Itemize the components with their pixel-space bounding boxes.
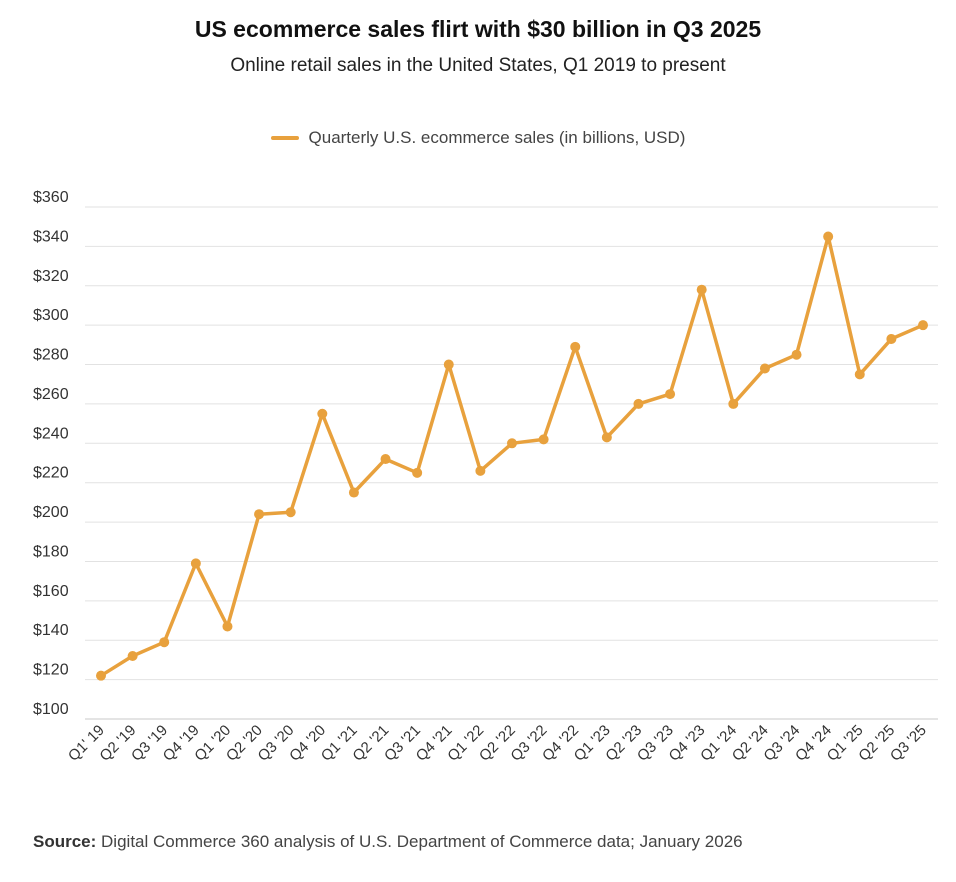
data-point [570, 341, 581, 352]
data-point [823, 231, 834, 242]
data-point [886, 333, 897, 344]
data-point [317, 408, 328, 419]
source-note: Source: Digital Commerce 360 analysis of… [33, 832, 743, 852]
data-point [254, 509, 265, 520]
y-tick-label: $340 [33, 228, 69, 245]
data-point [412, 467, 423, 478]
data-point [665, 389, 676, 400]
data-point [380, 454, 391, 465]
data-point [538, 434, 549, 445]
data-point [507, 438, 517, 449]
data-point [190, 558, 201, 569]
data-point [696, 284, 707, 295]
y-tick-label: $360 [33, 189, 69, 206]
y-tick-label: $240 [33, 425, 69, 442]
data-point [791, 349, 802, 360]
data-point [159, 637, 170, 648]
y-tick-label: $200 [33, 504, 69, 521]
y-tick-label: $160 [33, 583, 69, 600]
y-tick-label: $280 [33, 347, 69, 364]
data-point [285, 507, 296, 518]
source-text: Digital Commerce 360 analysis of U.S. De… [101, 832, 743, 851]
data-point [443, 359, 454, 370]
data-point [475, 465, 486, 476]
y-tick-label: $180 [33, 543, 69, 560]
series-line [99, 234, 925, 678]
legend-label: Quarterly U.S. ecommerce sales (in billi… [308, 128, 686, 147]
data-point [728, 398, 739, 409]
y-tick-label: $320 [33, 268, 69, 285]
chart-subtitle: Online retail sales in the United States… [230, 55, 726, 76]
y-tick-label: $260 [33, 386, 69, 403]
y-tick-label: $220 [33, 465, 69, 482]
line-chart: $100 $120 $140 $160 $180 $200 $220 $240 $260 $280… [33, 189, 938, 765]
legend: Quarterly U.S. ecommerce sales (in billi… [0, 128, 956, 148]
data-point [222, 621, 233, 632]
data-point [633, 398, 644, 409]
legend-swatch [270, 136, 299, 140]
y-tick-label: $100 [33, 701, 69, 718]
data-point [601, 432, 612, 443]
data-point [96, 670, 106, 681]
data-point [348, 487, 359, 498]
y-tick-label: $140 [33, 622, 69, 639]
x-tick-label: Q3 '25 [887, 722, 930, 765]
y-tick-label: $120 [33, 662, 69, 679]
data-point [854, 369, 865, 380]
y-tick-label: $300 [33, 307, 69, 324]
source-label: Source: [33, 832, 97, 851]
data-point [759, 363, 770, 374]
chart-title: US ecommerce sales flirt with $30 billio… [194, 16, 762, 42]
data-point [127, 650, 138, 661]
data-point [918, 320, 928, 331]
